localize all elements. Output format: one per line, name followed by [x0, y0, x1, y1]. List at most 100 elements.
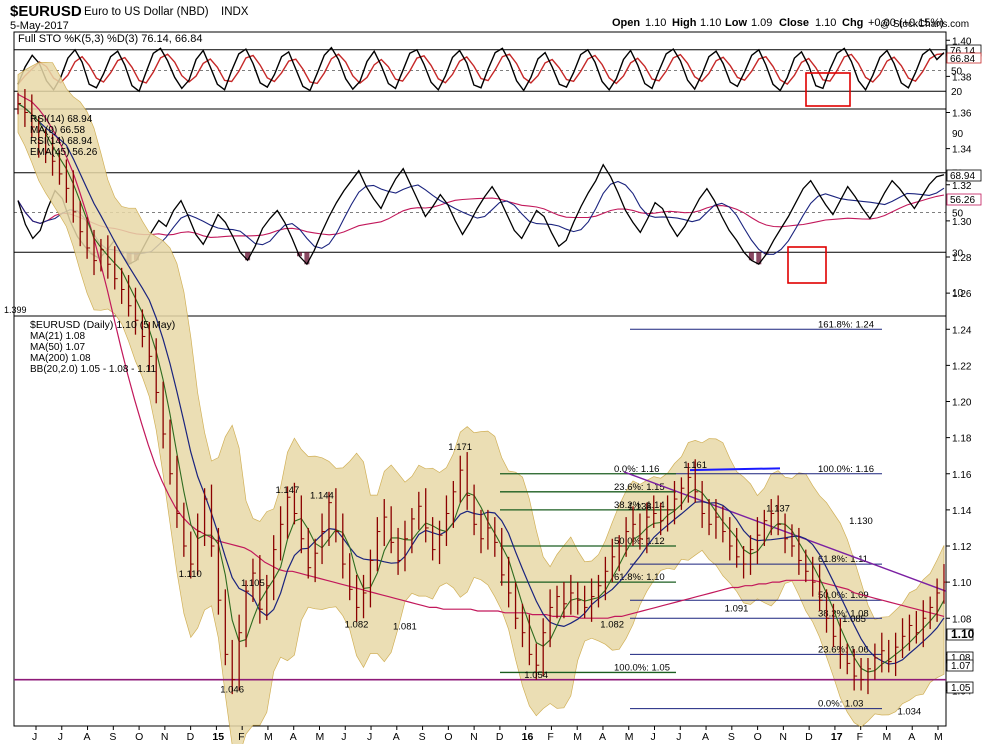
price-annotation: 1.171 [448, 442, 472, 453]
blue-accent-line [689, 467, 781, 472]
open-value: 1.10 [645, 17, 666, 29]
symbol-index: INDX [221, 6, 249, 18]
fib-green-label-5: 0.0%: 1.16 [614, 464, 659, 475]
price-annotation: 1.082 [600, 620, 624, 631]
x-label-J: J [676, 731, 681, 743]
x-label-J: J [367, 731, 372, 743]
fib-label-3: 50.0%: 1.09 [818, 590, 869, 601]
x-label-S: S [728, 731, 735, 743]
price-annotation: 1.110 [179, 569, 202, 580]
x-label-F: F [238, 731, 244, 743]
stochastic-layer [14, 46, 946, 107]
x-label-A: A [599, 731, 606, 743]
symbol-title: $EURUSD [10, 3, 82, 20]
price-annotation: 1.082 [345, 620, 369, 631]
symbol-name: Euro to US Dollar (NBD) [84, 6, 209, 18]
high-value: 1.10 [700, 17, 721, 29]
fib-green-label-0: 23.6%: 1.15 [614, 482, 665, 493]
bollinger-band [17, 61, 945, 744]
price-tick-1.12: 1.12 [952, 542, 972, 553]
x-label-O: O [754, 731, 762, 743]
x-label-J: J [58, 731, 63, 743]
ohlc-readout: Open 1.10 High 1.10 Low 1.09 Close 1.10 … [612, 17, 944, 29]
price-tick-1.34: 1.34 [952, 145, 972, 156]
sto-highlight-box [805, 72, 851, 107]
price-value-label: 1.08 [951, 653, 971, 664]
price-tick-1.40: 1.40 [952, 36, 972, 47]
price-tick-1.22: 1.22 [952, 361, 972, 372]
sto-tick-50: 50 [951, 67, 963, 78]
price-legend-4: MA(200) 1.08 [30, 353, 91, 364]
rsi-tick-30: 30 [952, 248, 964, 259]
price-legend-3: MA(50) 1.07 [30, 342, 85, 353]
fib-label-2: 61.8%: 1.11 [818, 554, 868, 565]
price-tick-1.38: 1.38 [952, 72, 972, 83]
price-layer: 161.8%: 1.24 100.0%: 1.16 61.8%: 1.11 50.0%… [14, 61, 947, 744]
rsi-ema-value: 56.26 [950, 195, 975, 206]
price-tick-1.14: 1.14 [952, 506, 972, 517]
close-value: 1.10 [815, 17, 836, 29]
price-tick-1.10: 1.10 [952, 578, 972, 589]
sto-d-line [17, 53, 945, 86]
price-annotation: 1.137 [766, 503, 790, 514]
price-value-box [946, 659, 974, 672]
x-label-D: D [187, 731, 195, 743]
rsi-legend-2: MA(9) 66.58 [30, 125, 85, 136]
price-annotation: 1.105 [241, 578, 265, 589]
fib-label-4: 38.2%: 1.08 [818, 608, 869, 619]
x-label-A: A [84, 731, 91, 743]
price-annotation: 1.161 [683, 460, 707, 471]
price-tick-1.26: 1.26 [952, 289, 972, 300]
fib-label-5: 23.6%: 1.06 [818, 644, 869, 655]
price-value-label: 1.07 [951, 661, 971, 672]
price-legend-1: $EURUSD (Daily) 1.10 (5 May) [30, 319, 175, 331]
rsi-ema-value-box [946, 193, 982, 206]
x-label-16: 16 [522, 731, 534, 743]
x-label-O: O [135, 731, 143, 743]
sto-d-value-box [946, 52, 982, 64]
price-legend-5: BB(20,2.0) 1.05 - 1.08 - 1.11 [30, 364, 156, 375]
x-label-M: M [264, 731, 273, 743]
ma21-line [17, 103, 945, 673]
rsi-legend-1: RSI(14) 68.94 [30, 114, 93, 125]
x-label-A: A [908, 731, 915, 743]
rsi-ma-line [17, 180, 945, 255]
x-label-N: N [779, 731, 787, 743]
rsi-tick-90: 90 [952, 129, 964, 140]
close-label: Close [779, 17, 809, 29]
price-value-label: 1.10 [951, 627, 975, 641]
rsi-tick-10: 10 [952, 288, 964, 299]
x-label-A: A [393, 731, 400, 743]
price-annotation: 1.054 [524, 670, 548, 681]
price-value-label: 1.05 [951, 683, 971, 694]
x-label-A: A [702, 731, 709, 743]
x-label-D: D [496, 731, 504, 743]
fib-green-label-1: 38.2%: 1.14 [614, 500, 665, 511]
price-tick-1.24: 1.24 [952, 325, 972, 336]
rsi-line [17, 163, 945, 266]
price-annotation: 1.081 [393, 621, 417, 632]
x-label-D: D [805, 731, 813, 743]
rsi-value: 68.94 [950, 171, 975, 182]
price-tick-1.36: 1.36 [952, 109, 972, 120]
x-label-M: M [573, 731, 582, 743]
x-label-O: O [444, 731, 452, 743]
fib-label-6: 0.0%: 1.03 [818, 699, 863, 710]
fib-label-0: 161.8%: 1.24 [818, 319, 874, 330]
price-tick-1.18: 1.18 [952, 434, 972, 445]
price-tick-1.16: 1.16 [952, 470, 972, 481]
price-annotation: 1.147 [276, 485, 300, 496]
x-label-M: M [625, 731, 634, 743]
price-top-label: 1.399 [4, 305, 27, 315]
x-label-M: M [934, 731, 943, 743]
price-tick-1.20: 1.20 [952, 398, 972, 409]
sto-k-value: 76.14 [950, 46, 975, 57]
price-annotation: 1.091 [725, 603, 749, 614]
x-label-15: 15 [212, 731, 224, 743]
price-tick-1.28: 1.28 [952, 253, 972, 264]
x-label-M: M [882, 731, 891, 743]
price-annotation: 1.085 [842, 614, 866, 625]
x-label-N: N [161, 731, 169, 743]
x-label-M: M [315, 731, 324, 743]
price-value-box [946, 681, 974, 694]
